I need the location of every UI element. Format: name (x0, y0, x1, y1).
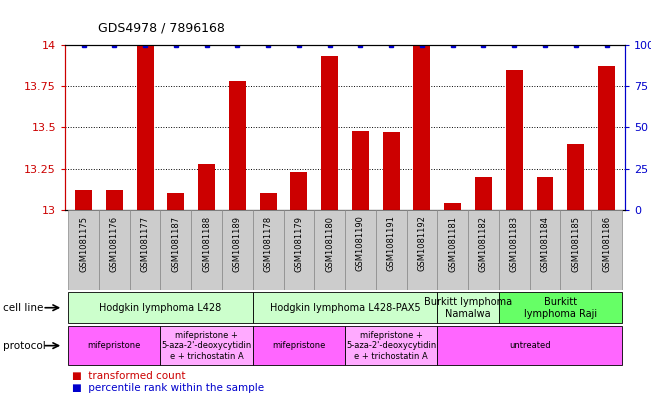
Bar (499, 292, 622, 323)
Bar (68, 210, 99, 290)
Text: GSM1081187: GSM1081187 (171, 215, 180, 272)
Bar (253, 292, 437, 323)
Bar (260, 193, 277, 210)
Text: GSM1081181: GSM1081181 (448, 215, 457, 272)
Bar (130, 210, 160, 290)
Bar (468, 210, 499, 290)
Bar (475, 177, 492, 210)
Text: GSM1081188: GSM1081188 (202, 215, 211, 272)
Text: GSM1081184: GSM1081184 (540, 215, 549, 272)
Bar (290, 172, 307, 210)
Text: Burkitt
lymphoma Raji: Burkitt lymphoma Raji (524, 297, 597, 318)
Bar (222, 210, 253, 290)
Bar (229, 81, 246, 210)
Bar (106, 190, 123, 210)
Bar (253, 210, 283, 290)
Bar (68, 326, 160, 365)
Text: GSM1081189: GSM1081189 (233, 215, 242, 272)
Bar (167, 193, 184, 210)
Bar (413, 45, 430, 210)
Bar (376, 210, 407, 290)
Bar (530, 210, 561, 290)
Text: GSM1081185: GSM1081185 (571, 215, 580, 272)
Bar (68, 292, 253, 323)
Bar (283, 210, 314, 290)
Text: Burkitt lymphoma
Namalwa: Burkitt lymphoma Namalwa (424, 297, 512, 318)
Text: GSM1081186: GSM1081186 (602, 215, 611, 272)
Bar (137, 45, 154, 210)
Bar (383, 132, 400, 210)
Bar (321, 56, 338, 210)
Text: GSM1081179: GSM1081179 (294, 215, 303, 272)
Text: mifepristone: mifepristone (88, 341, 141, 350)
Text: mifepristone +
5-aza-2'-deoxycytidin
e + trichostatin A: mifepristone + 5-aza-2'-deoxycytidin e +… (161, 331, 252, 360)
Bar (253, 326, 345, 365)
Bar (567, 144, 584, 210)
Bar (407, 210, 437, 290)
Text: GSM1081176: GSM1081176 (110, 215, 119, 272)
Text: ■  percentile rank within the sample: ■ percentile rank within the sample (72, 383, 264, 393)
Bar (160, 326, 253, 365)
Bar (99, 210, 130, 290)
Bar (444, 203, 461, 210)
Text: GSM1081177: GSM1081177 (141, 215, 150, 272)
Bar (591, 210, 622, 290)
Bar (314, 210, 345, 290)
Text: GSM1081191: GSM1081191 (387, 215, 396, 272)
Bar (437, 292, 499, 323)
Text: GSM1081182: GSM1081182 (479, 215, 488, 272)
Bar (345, 326, 437, 365)
Bar (437, 326, 622, 365)
Text: cell line: cell line (3, 303, 44, 313)
Text: ■  transformed count: ■ transformed count (72, 371, 185, 381)
Text: GSM1081178: GSM1081178 (264, 215, 273, 272)
Text: GSM1081175: GSM1081175 (79, 215, 88, 272)
Text: untreated: untreated (509, 341, 550, 350)
Bar (352, 130, 369, 210)
Bar (75, 190, 92, 210)
Bar (499, 210, 530, 290)
Text: GSM1081192: GSM1081192 (417, 215, 426, 272)
Text: mifepristone +
5-aza-2'-deoxycytidin
e + trichostatin A: mifepristone + 5-aza-2'-deoxycytidin e +… (346, 331, 436, 360)
Bar (598, 66, 615, 210)
Bar (198, 163, 215, 210)
Text: Hodgkin lymphoma L428: Hodgkin lymphoma L428 (100, 303, 221, 313)
Text: Hodgkin lymphoma L428-PAX5: Hodgkin lymphoma L428-PAX5 (270, 303, 421, 313)
Text: protocol: protocol (3, 341, 46, 351)
Bar (437, 210, 468, 290)
Text: mifepristone: mifepristone (272, 341, 326, 350)
Bar (160, 210, 191, 290)
Bar (536, 177, 553, 210)
Text: GSM1081180: GSM1081180 (325, 215, 334, 272)
Text: GSM1081183: GSM1081183 (510, 215, 519, 272)
Bar (191, 210, 222, 290)
Text: GDS4978 / 7896168: GDS4978 / 7896168 (98, 22, 225, 35)
Bar (345, 210, 376, 290)
Bar (561, 210, 591, 290)
Text: GSM1081190: GSM1081190 (356, 215, 365, 272)
Bar (506, 70, 523, 210)
